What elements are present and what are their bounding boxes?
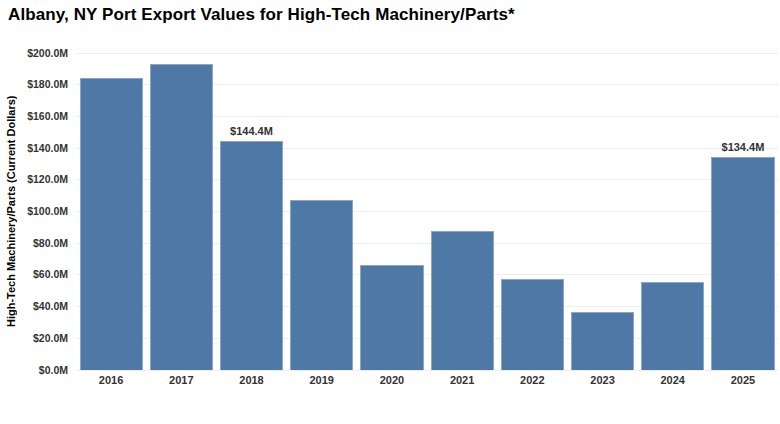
y-tick-label: $60.0M	[0, 268, 68, 281]
bar-2024[interactable]	[641, 282, 704, 370]
x-tick-label-2017: 2017	[146, 374, 216, 389]
bar-value-label-2025: $134.4M	[698, 141, 780, 153]
y-tick-label: $100.0M	[0, 205, 68, 218]
x-axis-tick-labels: 2016201720182019202020212022202320242025	[76, 374, 778, 389]
y-tick-label: $80.0M	[0, 237, 68, 250]
bar-slot-2019	[287, 53, 357, 370]
bar-chart: Albany, NY Port Export Values for High-T…	[0, 0, 780, 424]
bar-slot-2025: $134.4M	[708, 53, 778, 370]
y-tick-label: $120.0M	[0, 173, 68, 186]
bar-2018[interactable]	[220, 141, 283, 370]
bar-2017[interactable]	[150, 64, 213, 370]
x-tick-label-2021: 2021	[427, 374, 497, 389]
x-tick-label-2018: 2018	[216, 374, 286, 389]
bar-2019[interactable]	[290, 200, 353, 370]
x-tick-label-2019: 2019	[287, 374, 357, 389]
y-axis-tick-labels: $0.0M$20.0M$40.0M$60.0M$80.0M$100.0M$120…	[0, 53, 68, 370]
bar-2020[interactable]	[360, 265, 423, 370]
y-tick-label: $140.0M	[0, 142, 68, 155]
y-tick-label: $160.0M	[0, 110, 68, 123]
plot-area: $144.4M $134.4M	[76, 53, 778, 370]
bar-2025[interactable]	[711, 157, 774, 370]
chart-title: Albany, NY Port Export Values for High-T…	[8, 5, 515, 25]
bar-2021[interactable]	[431, 231, 494, 370]
bar-2023[interactable]	[571, 312, 634, 370]
x-tick-label-2022: 2022	[497, 374, 567, 389]
bar-2016[interactable]	[80, 78, 143, 370]
x-tick-label-2023: 2023	[567, 374, 637, 389]
bars-row: $144.4M $134.4M	[76, 53, 778, 370]
bar-slot-2023	[567, 53, 637, 370]
y-tick-label: $200.0M	[0, 47, 68, 60]
bar-slot-2022	[497, 53, 567, 370]
bar-slot-2016	[76, 53, 146, 370]
y-tick-label: $0.0M	[0, 364, 68, 377]
y-tick-label: $40.0M	[0, 300, 68, 313]
bar-slot-2017	[146, 53, 216, 370]
bar-slot-2021	[427, 53, 497, 370]
bar-slot-2020	[357, 53, 427, 370]
bar-slot-2024	[638, 53, 708, 370]
bar-slot-2018: $144.4M	[216, 53, 286, 370]
y-tick-label: $180.0M	[0, 78, 68, 91]
bar-2022[interactable]	[501, 279, 564, 370]
bar-value-label-2018: $144.4M	[206, 125, 296, 137]
x-tick-label-2016: 2016	[76, 374, 146, 389]
x-tick-label-2025: 2025	[708, 374, 778, 389]
x-tick-label-2024: 2024	[638, 374, 708, 389]
y-tick-label: $20.0M	[0, 332, 68, 345]
x-tick-label-2020: 2020	[357, 374, 427, 389]
